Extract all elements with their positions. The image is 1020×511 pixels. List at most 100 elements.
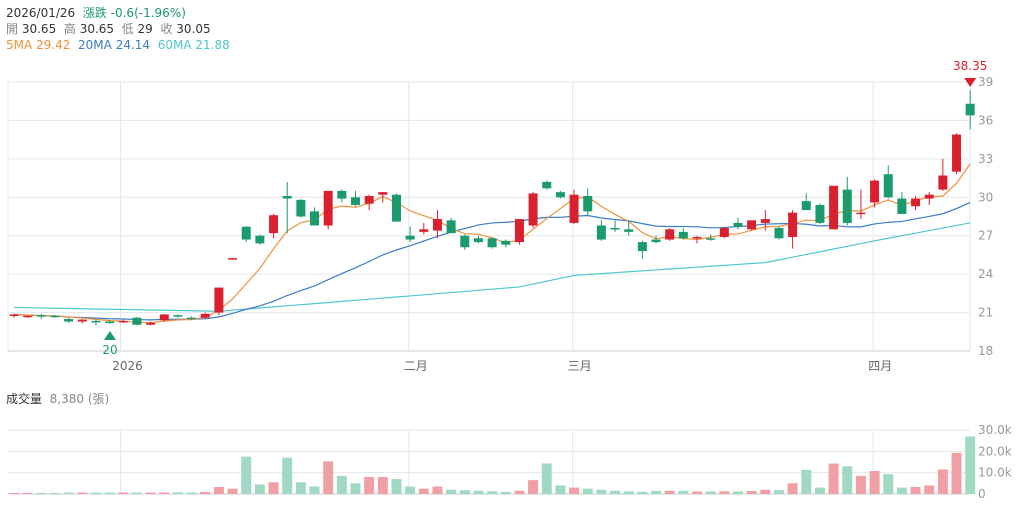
volume-value: 8,380 [49, 392, 85, 406]
volume-bar [213, 486, 224, 494]
candle-body [678, 231, 688, 239]
volume-header: 成交量 8,380 (張) [6, 391, 109, 407]
candle-body [473, 238, 483, 243]
volume-bar [350, 483, 361, 494]
volume-bar [883, 474, 894, 494]
volume-bar [77, 492, 88, 494]
volume-bar [118, 492, 129, 494]
candle-body [173, 315, 183, 317]
volume-bar [227, 488, 238, 494]
volume-bar [582, 488, 593, 494]
volume-bar [336, 475, 347, 494]
volume-bar [9, 492, 19, 494]
volume-bar [241, 456, 252, 494]
candle-body [487, 238, 497, 248]
volume-tick-label: 10.0k [978, 466, 1012, 480]
x-tick-label: 2026 [112, 359, 143, 373]
candle-body [269, 215, 279, 234]
y-tick-label: 27 [978, 229, 993, 243]
candle-body [624, 229, 634, 232]
candle-body [856, 212, 866, 215]
candle-body [501, 240, 511, 245]
candle-body [118, 320, 128, 323]
candle-body [733, 222, 743, 227]
y-tick-label: 30 [978, 190, 993, 204]
high-marker-icon [964, 78, 977, 87]
candle-body [419, 229, 429, 232]
low-label: 低 [121, 22, 134, 36]
volume-bar [610, 490, 621, 494]
volume-bar [705, 491, 716, 494]
candle-body [870, 180, 880, 203]
candle-body [719, 228, 729, 237]
candle-body [105, 321, 115, 324]
volume-bar [910, 486, 921, 494]
candle-body [255, 235, 265, 244]
close-value: 30.05 [176, 22, 211, 36]
date: 2026/01/26 [6, 6, 76, 20]
low-marker-icon [103, 331, 116, 340]
volume-bar [63, 492, 74, 494]
candle-body [241, 226, 251, 240]
volume-bar [746, 491, 757, 494]
volume-bar [90, 492, 101, 494]
volume-bar [719, 491, 730, 494]
volume-bar [855, 475, 866, 494]
volume-bar [473, 490, 484, 494]
ma60-label: 60MA [157, 38, 192, 52]
volume-bar [732, 491, 743, 494]
volume-bar [760, 489, 771, 494]
header-row-1: 2026/01/26 漲跌 -0.6(-1.96%) [6, 5, 186, 21]
close-label: 收 [160, 22, 173, 36]
candle-body [9, 314, 19, 316]
candle-body [924, 194, 934, 199]
candle-body [296, 199, 306, 217]
candle-body [555, 192, 565, 198]
volume-bar [773, 490, 784, 494]
candle-body [528, 193, 538, 226]
y-tick-label: 33 [978, 152, 993, 166]
candle-body [132, 317, 142, 325]
volume-bar [555, 485, 566, 494]
volume-bar [323, 461, 334, 494]
candle-body [760, 219, 770, 223]
candle-body [706, 238, 716, 240]
y-tick-label: 18 [978, 344, 993, 358]
high-label: 高 [63, 22, 76, 36]
ma60-line [13, 222, 971, 312]
low-marker-label: 20 [102, 343, 117, 357]
candle-body [596, 225, 606, 240]
volume-bar [22, 492, 33, 494]
candle-body [965, 103, 975, 116]
volume-tick-label: 30.0k [978, 423, 1012, 437]
volume-bar [200, 491, 211, 494]
y-tick-label: 39 [978, 75, 993, 89]
candle-body [91, 320, 101, 323]
low-value: 29 [137, 22, 153, 36]
candle-body [187, 317, 197, 320]
volume-bar [295, 482, 306, 494]
candle-body [310, 211, 320, 226]
candle-body [282, 196, 292, 199]
candle-body [200, 313, 210, 318]
candle-body [801, 201, 811, 211]
volume-bar [924, 485, 935, 494]
candle-body [637, 242, 647, 252]
volume-bar [500, 491, 511, 494]
candle-body [692, 236, 702, 239]
volume-bar [145, 492, 156, 494]
volume-bar [487, 491, 498, 494]
volume-bar [459, 490, 470, 494]
volume-bar [951, 452, 962, 494]
volume-bar [514, 490, 525, 494]
volume-bar [104, 492, 115, 494]
high-marker-label: 38.35 [953, 59, 987, 73]
candle-body [815, 204, 825, 223]
candle-body [665, 229, 675, 240]
candle-body [50, 315, 60, 318]
volume-bar [377, 476, 388, 494]
change-label: 漲跌 [82, 6, 107, 20]
volume-bar [596, 489, 607, 494]
candle-body [36, 315, 46, 317]
